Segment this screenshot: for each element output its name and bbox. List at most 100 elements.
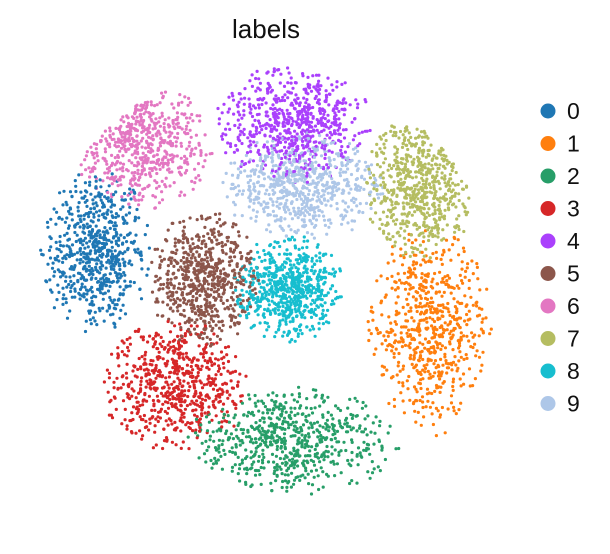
point-cluster-8 [262, 296, 267, 300]
point-cluster-1 [392, 259, 396, 263]
point-cluster-5 [178, 220, 182, 224]
point-cluster-2 [248, 397, 252, 401]
point-cluster-3 [164, 376, 168, 380]
point-cluster-2 [271, 391, 275, 395]
point-cluster-2 [293, 453, 297, 457]
point-cluster-5 [203, 253, 208, 257]
point-cluster-5 [189, 249, 193, 254]
point-cluster-9 [308, 198, 312, 202]
point-cluster-9 [300, 207, 304, 211]
point-cluster-3 [225, 353, 229, 357]
point-cluster-4 [233, 123, 237, 128]
point-cluster-8 [312, 327, 316, 331]
point-cluster-0 [81, 260, 85, 264]
point-cluster-1 [386, 261, 390, 265]
point-cluster-4 [227, 95, 231, 99]
point-cluster-9 [355, 177, 359, 181]
point-cluster-9 [357, 159, 361, 163]
point-cluster-4 [329, 124, 333, 129]
point-cluster-2 [209, 458, 213, 463]
point-cluster-7 [414, 170, 418, 174]
point-cluster-0 [92, 234, 96, 239]
point-cluster-3 [174, 402, 178, 406]
point-cluster-1 [374, 347, 378, 351]
point-cluster-7 [380, 222, 384, 226]
point-cluster-1 [406, 276, 410, 280]
point-cluster-1 [390, 349, 394, 353]
point-cluster-2 [368, 452, 372, 456]
point-cluster-4 [226, 110, 230, 114]
point-cluster-0 [117, 297, 121, 301]
point-cluster-3 [195, 436, 199, 440]
point-cluster-9 [237, 189, 241, 193]
point-cluster-9 [318, 208, 322, 212]
point-cluster-3 [205, 382, 209, 386]
point-cluster-5 [150, 290, 155, 294]
point-cluster-6 [137, 203, 141, 207]
point-cluster-2 [316, 474, 320, 478]
point-cluster-5 [238, 293, 242, 297]
point-cluster-4 [231, 98, 236, 102]
point-cluster-2 [266, 429, 270, 433]
point-cluster-7 [454, 170, 458, 175]
point-cluster-2 [329, 413, 333, 417]
point-cluster-9 [301, 175, 305, 180]
point-cluster-6 [103, 150, 108, 154]
point-cluster-7 [400, 161, 404, 166]
point-cluster-3 [125, 337, 129, 342]
point-cluster-2 [301, 412, 305, 416]
point-cluster-8 [293, 297, 297, 301]
point-cluster-2 [332, 462, 336, 466]
point-cluster-9 [292, 206, 296, 210]
point-cluster-6 [126, 169, 130, 173]
point-cluster-0 [83, 181, 87, 185]
point-cluster-0 [53, 270, 57, 274]
point-cluster-5 [223, 243, 228, 247]
point-cluster-4 [279, 72, 283, 76]
point-cluster-9 [304, 163, 308, 167]
point-cluster-8 [296, 332, 300, 336]
point-cluster-5 [180, 293, 184, 297]
point-cluster-1 [451, 348, 455, 352]
point-cluster-3 [203, 398, 208, 402]
point-cluster-2 [338, 421, 342, 425]
point-cluster-7 [393, 222, 398, 226]
point-cluster-6 [121, 142, 125, 146]
point-cluster-1 [408, 398, 412, 402]
point-cluster-5 [191, 242, 195, 246]
point-cluster-2 [276, 438, 280, 442]
point-cluster-0 [106, 208, 110, 212]
point-cluster-3 [125, 427, 129, 431]
point-cluster-7 [391, 219, 396, 223]
point-cluster-9 [285, 198, 289, 202]
point-cluster-4 [314, 94, 318, 98]
point-cluster-9 [347, 191, 351, 195]
point-cluster-2 [368, 476, 372, 480]
point-cluster-3 [129, 380, 134, 384]
point-cluster-0 [40, 252, 44, 256]
point-cluster-6 [185, 147, 189, 151]
point-cluster-9 [308, 175, 312, 179]
point-cluster-1 [409, 268, 413, 272]
point-cluster-8 [318, 259, 322, 263]
point-cluster-7 [448, 172, 452, 176]
point-cluster-2 [342, 440, 346, 444]
point-cluster-8 [323, 280, 327, 284]
point-cluster-4 [240, 116, 244, 120]
point-cluster-6 [174, 144, 178, 148]
point-cluster-6 [158, 144, 163, 148]
point-cluster-4 [307, 86, 312, 90]
point-cluster-4 [258, 131, 262, 135]
point-cluster-2 [237, 421, 241, 425]
point-cluster-9 [332, 157, 336, 162]
point-cluster-6 [153, 179, 157, 183]
point-cluster-7 [431, 212, 435, 216]
point-cluster-7 [438, 163, 442, 167]
point-cluster-6 [172, 181, 176, 185]
point-cluster-7 [404, 143, 408, 147]
point-cluster-6 [198, 119, 202, 123]
point-cluster-7 [390, 203, 394, 207]
point-cluster-3 [112, 395, 116, 399]
point-cluster-1 [436, 409, 440, 413]
point-cluster-5 [209, 317, 213, 321]
